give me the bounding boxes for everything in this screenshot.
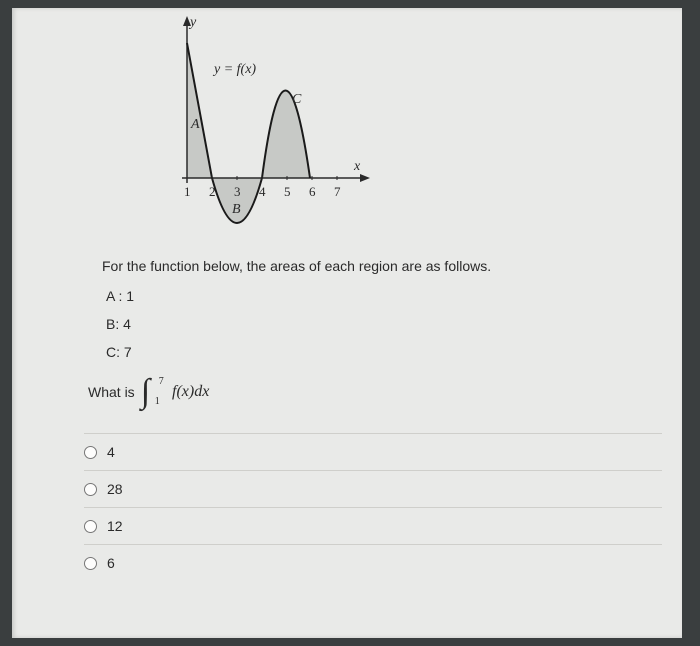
radio-icon[interactable] <box>84 520 97 533</box>
prompt-text: For the function below, the areas of eac… <box>102 258 662 274</box>
question-sheet: 1 2 3 4 5 6 7 y x y = f(x) <box>12 8 682 638</box>
radio-icon[interactable] <box>84 446 97 459</box>
tick-4: 4 <box>259 184 266 199</box>
option-label: 6 <box>107 555 115 571</box>
prompt-block: For the function below, the areas of eac… <box>52 258 662 581</box>
area-b: B: 4 <box>102 316 662 332</box>
region-c-label: C <box>292 92 302 107</box>
area-c: C: 7 <box>102 344 662 360</box>
radio-icon[interactable] <box>84 557 97 570</box>
radio-icon[interactable] <box>84 483 97 496</box>
options-list: 4 28 12 6 <box>84 433 662 581</box>
tick-5: 5 <box>284 184 291 199</box>
tick-2: 2 <box>209 184 216 199</box>
integral-integrand: f(x)dx <box>172 383 209 401</box>
tick-1: 1 <box>184 184 191 199</box>
x-axis-label: x <box>353 159 361 174</box>
tick-3: 3 <box>234 184 241 199</box>
option-label: 12 <box>107 518 123 534</box>
integral-icon: ∫ <box>141 378 150 405</box>
region-b-label: B <box>232 202 241 217</box>
integral-expression: ∫ 7 1 f(x)dx <box>141 378 210 405</box>
region-a-label: A <box>190 117 200 132</box>
tick-6: 6 <box>309 184 316 199</box>
y-axis-label: y <box>188 15 197 30</box>
x-ticks: 1 2 3 4 5 6 7 <box>184 184 341 199</box>
question-line: What is ∫ 7 1 f(x)dx <box>88 378 662 405</box>
graph-container: 1 2 3 4 5 6 7 y x y = f(x) <box>52 8 662 238</box>
option-row[interactable]: 28 <box>84 470 662 507</box>
option-row[interactable]: 12 <box>84 507 662 544</box>
integral-lower: 1 <box>155 396 160 407</box>
area-a: A : 1 <box>102 288 662 304</box>
function-graph: 1 2 3 4 5 6 7 y x y = f(x) <box>142 8 402 238</box>
option-label: 28 <box>107 481 123 497</box>
option-row[interactable]: 4 <box>84 433 662 470</box>
x-axis-arrow <box>360 174 370 182</box>
option-row[interactable]: 6 <box>84 544 662 581</box>
integral-upper: 7 <box>159 376 164 387</box>
tick-7: 7 <box>334 184 341 199</box>
question-prefix: What is <box>88 384 135 400</box>
option-label: 4 <box>107 444 115 460</box>
curve-label: y = f(x) <box>212 62 256 77</box>
